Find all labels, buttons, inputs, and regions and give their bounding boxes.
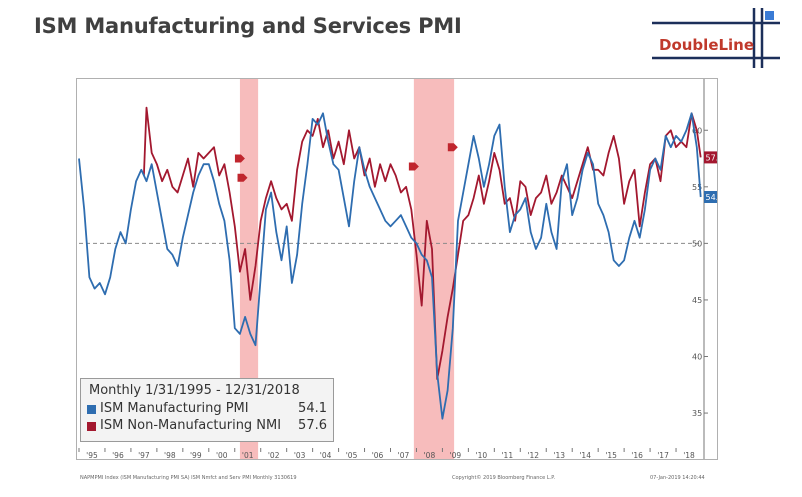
- x-tick-label-8: '03: [294, 451, 306, 459]
- x-tick-label-21: '16: [631, 451, 643, 459]
- x-tick-label-23: '18: [683, 451, 695, 459]
- x-tick-label-12: '07: [398, 451, 410, 459]
- legend-value-non-manufacturing: 57.6: [298, 418, 327, 433]
- annotation-marker-1: [237, 173, 248, 182]
- y-tick-label-35: 35: [692, 409, 702, 418]
- logo-text: DoubleLine: [659, 36, 755, 54]
- x-tick-label-2: '97: [138, 451, 150, 459]
- legend-label-manufacturing: ISM Manufacturing PMI: [100, 401, 249, 416]
- legend-label-non-manufacturing: ISM Non-Manufacturing NMI: [100, 418, 282, 433]
- x-tick-label-5: '00: [216, 451, 228, 459]
- x-tick-label-19: '14: [579, 451, 591, 459]
- x-tick-label-17: '12: [527, 451, 539, 459]
- y-tick-label-55: 55: [692, 183, 702, 192]
- x-tick-label-10: '05: [346, 451, 358, 459]
- legend: Monthly 1/31/1995 - 12/31/2018 ISM Manuf…: [80, 378, 334, 442]
- legend-period: Monthly 1/31/1995 - 12/31/2018: [89, 383, 300, 398]
- recession-band-0: [239, 79, 259, 459]
- footer-timestamp: 07-Jan-2019 14:20:44: [650, 475, 705, 481]
- legend-item-non-manufacturing: ISM Non-Manufacturing NMI 57.6: [87, 418, 327, 435]
- last-value-box-manufacturing: [704, 190, 717, 203]
- x-tick-label-4: '99: [190, 451, 202, 459]
- x-tick-label-1: '96: [112, 451, 124, 459]
- footer-source: NAPMPMI Index (ISM Manufacturing PMI SA)…: [80, 475, 297, 481]
- legend-value-manufacturing: 54.1: [298, 401, 327, 416]
- footer-copyright: Copyright© 2019 Bloomberg Finance L.P.: [452, 475, 556, 481]
- x-tick-label-13: '08: [424, 451, 436, 459]
- x-tick-label-3: '98: [164, 451, 176, 459]
- last-value-label-manufacturing: 54.1: [706, 193, 718, 202]
- recession-band-1: [413, 79, 455, 459]
- x-tick-label-14: '09: [450, 451, 462, 459]
- series-line-manufacturing: [78, 112, 702, 420]
- page-title: ISM Manufacturing and Services PMI: [34, 14, 462, 38]
- legend-item-manufacturing: ISM Manufacturing PMI 54.1: [87, 401, 327, 418]
- doubleline-logo: [652, 8, 780, 68]
- annotation-marker-2: [408, 162, 419, 171]
- last-value-box-non-manufacturing: [704, 151, 717, 164]
- annotation-marker-3: [447, 143, 458, 152]
- x-tick-label-9: '04: [320, 451, 332, 459]
- logo-square: [765, 11, 774, 20]
- x-tick-label-11: '06: [372, 451, 384, 459]
- legend-swatch-non-manufacturing: [87, 422, 96, 431]
- series-line-non-manufacturing: [143, 106, 702, 381]
- y-tick-label-40: 40: [692, 353, 702, 362]
- x-tick-label-15: '10: [476, 451, 488, 459]
- x-tick-label-0: '95: [86, 451, 98, 459]
- x-tick-label-6: '01: [242, 451, 254, 459]
- x-tick-label-20: '15: [605, 451, 617, 459]
- y-tick-label-45: 45: [692, 296, 702, 305]
- last-value-label-non-manufacturing: 57.6: [706, 153, 718, 162]
- x-tick-label-16: '11: [502, 451, 514, 459]
- x-tick-label-7: '02: [268, 451, 280, 459]
- legend-swatch-manufacturing: [87, 405, 96, 414]
- x-tick-label-18: '13: [553, 451, 565, 459]
- y-tick-label-50: 50: [692, 239, 702, 248]
- x-tick-label-22: '17: [657, 451, 669, 459]
- annotation-marker-0: [234, 154, 245, 163]
